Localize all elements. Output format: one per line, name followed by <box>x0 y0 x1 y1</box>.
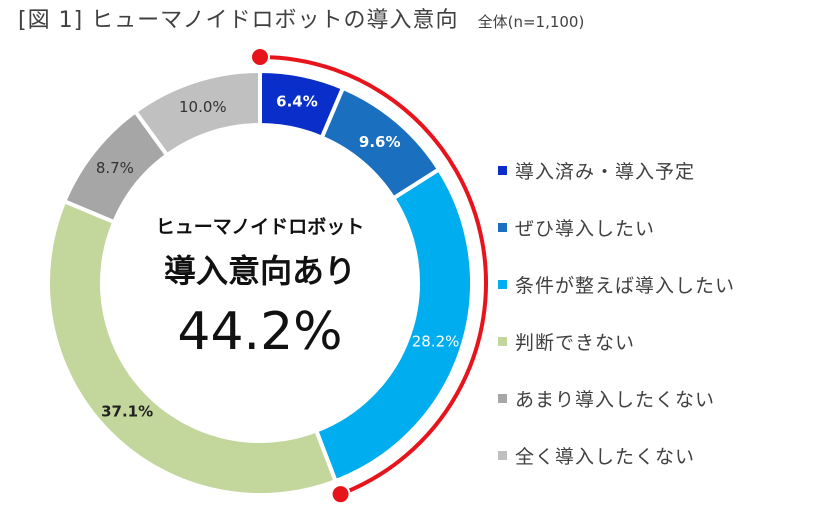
legend-label-4: 判断できない <box>515 332 636 354</box>
chart-title-row: [図 1] ヒューマノイドロボットの導入意向 全体(n=1,100) <box>18 6 584 37</box>
donut-slices <box>46 68 474 497</box>
legend-swatch-6 <box>498 451 507 460</box>
legend-swatch-4 <box>498 337 507 346</box>
slice-value-label-6: 10.0% <box>179 98 227 116</box>
slice-value-label-1: 6.4% <box>276 93 318 111</box>
chart-legend: 導入済み・導入予定 ぜひ導入したい条件が整えば導入したい 判断できないあまり導入した… <box>498 142 735 484</box>
highlight-arc <box>259 55 488 497</box>
legend-label-3: 条件が整えば導入したい <box>515 275 736 297</box>
legend-swatch-1 <box>498 166 507 175</box>
legend-item-3: 条件が整えば導入したい <box>498 256 735 313</box>
donut-slice-4 <box>46 198 339 497</box>
donut-chart: 6.4% 9.6% 28.2% 37.1% 8.7% 10.0% <box>46 47 488 505</box>
legend-swatch-5 <box>498 394 507 403</box>
legend-item-1: 導入済み・導入予定 <box>498 142 735 199</box>
highlight-arc-end-dot <box>330 484 351 505</box>
slice-value-label-3: 28.2% <box>412 332 460 350</box>
legend-swatch-3 <box>498 280 507 289</box>
highlight-arc-start-dot <box>250 47 270 67</box>
center-total-value: 44.2% <box>177 302 343 362</box>
legend-label-2: ぜひ導入したい <box>515 218 656 240</box>
legend-item-5: あまり導入したくない <box>498 370 735 427</box>
slice-value-label-5: 8.7% <box>96 159 134 177</box>
legend-label-1: 導入済み・導入予定 <box>515 161 696 183</box>
legend-item-6: 全く導入したくない <box>498 427 735 484</box>
highlight-arc-group <box>250 47 488 505</box>
legend-label-5: あまり導入したくない <box>515 389 716 411</box>
legend-label-6: 全く導入したくない <box>515 446 696 468</box>
legend-item-4: 判断できない <box>498 313 735 370</box>
chart-subtitle: 全体(n=1,100) <box>477 13 585 31</box>
slice-value-label-2: 9.6% <box>359 133 401 151</box>
legend-swatch-2 <box>498 223 507 232</box>
center-caption-line2: 導入意向あり <box>163 252 356 290</box>
donut-slice-6 <box>132 68 262 158</box>
chart-title: [図 1] ヒューマノイドロボットの導入意向 <box>18 8 459 33</box>
slice-labels: 6.4% 9.6% 28.2% 37.1% 8.7% 10.0% <box>96 93 460 421</box>
slice-value-label-4: 37.1% <box>101 403 153 421</box>
legend-item-2: ぜひ導入したい <box>498 199 735 256</box>
center-caption-line1: ヒューマノイドロボット <box>155 216 365 238</box>
